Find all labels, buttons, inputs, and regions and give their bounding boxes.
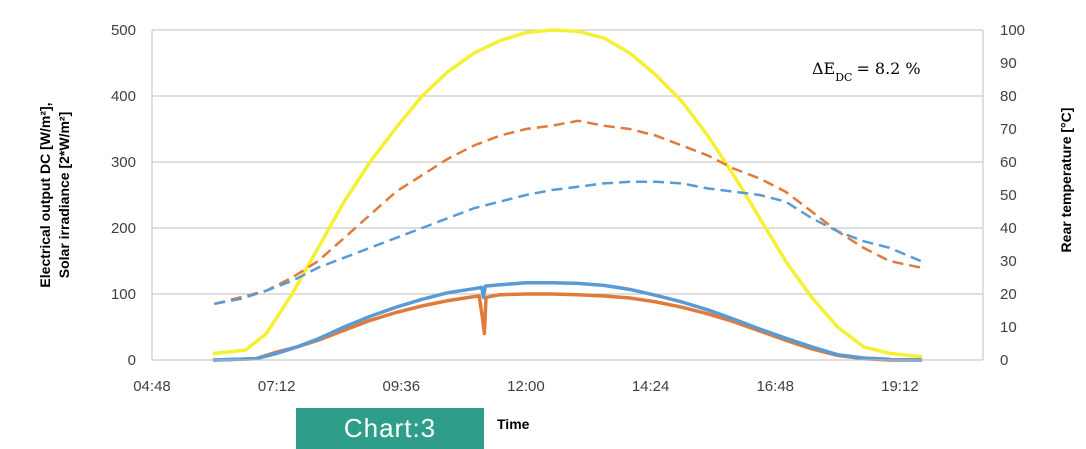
x-tick-label: 16:48 <box>756 378 794 395</box>
chart-number-badge: Chart:3 <box>296 408 484 449</box>
series-line-4 <box>212 292 923 362</box>
annotation-subscript: DC <box>835 71 852 84</box>
y-left-tick-label: 100 <box>111 286 136 303</box>
y-left-tick-label: 0 <box>128 352 136 369</box>
x-tick-label: 04:48 <box>133 378 171 395</box>
x-tick-label: 14:24 <box>632 378 670 395</box>
x-tick-labels: 04:48 07:12 09:36 12:00 14:24 16:48 19:12 <box>133 378 918 395</box>
y-left-tick-label: 300 <box>111 154 136 171</box>
delta-e-annotation: ΔEDC = 8.2 % <box>812 59 921 84</box>
x-tick-label: 12:00 <box>507 378 545 395</box>
y-right-tick-label: 100 <box>1000 22 1025 39</box>
series-line-1 <box>212 28 923 359</box>
annotation-equals: = <box>856 59 869 78</box>
x-tick-label: 09:36 <box>383 378 421 395</box>
y-right-tick-label: 80 <box>1000 88 1017 105</box>
x-tick-label: 07:12 <box>258 378 296 395</box>
y-right-tick-label: 60 <box>1000 154 1017 171</box>
series-line-2 <box>213 119 921 306</box>
y-right-tick-label: 30 <box>1000 253 1017 270</box>
y-left-tick-label: 200 <box>111 220 136 237</box>
right-y-tick-labels: 0 10 20 30 40 50 60 70 80 90 100 <box>1000 22 1025 369</box>
series-line-3 <box>214 180 922 306</box>
y-right-tick-label: 90 <box>1000 55 1017 72</box>
series-line-5 <box>212 281 923 362</box>
y-right-tick-label: 40 <box>1000 220 1017 237</box>
y-left-tick-label: 500 <box>111 22 136 39</box>
y-right-tick-label: 70 <box>1000 121 1017 138</box>
y-left-tick-label: 400 <box>111 88 136 105</box>
y-right-tick-label: 10 <box>1000 319 1017 336</box>
y-right-tick-label: 50 <box>1000 187 1017 204</box>
x-tick-label: 19:12 <box>881 378 919 395</box>
y-axis-title-right: Rear temperature [°C] <box>1058 108 1074 253</box>
x-axis-title: Time <box>497 416 530 432</box>
y-right-tick-label: 0 <box>1000 352 1008 369</box>
left-y-tick-labels: 0 100 200 300 400 500 <box>111 22 136 369</box>
y-right-tick-label: 20 <box>1000 286 1017 303</box>
series-lines <box>212 28 923 362</box>
annotation-value: 8.2 % <box>875 59 921 78</box>
y-axis-title-left-line1: Electrical output DC [W/m²], <box>37 102 53 287</box>
annotation-delta-e-label: ΔE <box>812 59 835 78</box>
y-axis-title-left-line2: Solar irradiance [2*W/m²] <box>56 112 72 279</box>
